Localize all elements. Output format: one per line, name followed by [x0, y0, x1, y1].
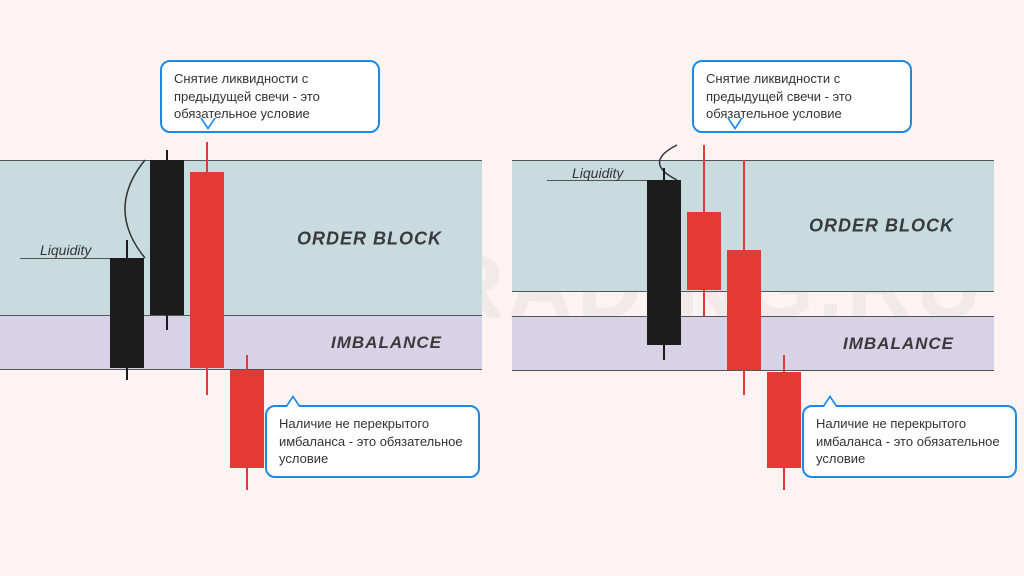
callout-bottom: Наличие не перекрытого имбаланса - это о…	[265, 405, 480, 478]
candle-body	[727, 250, 761, 370]
imbalance-label: IMBALANCE	[331, 333, 442, 353]
candle-body	[687, 212, 721, 290]
candle-0	[110, 0, 144, 576]
liquidity-label: Liquidity	[40, 242, 91, 258]
imbalance-label: IMBALANCE	[843, 334, 954, 354]
callout-top-tail-fill	[202, 118, 214, 127]
candle-body	[230, 370, 264, 468]
callout-bottom: Наличие не перекрытого имбаланса - это о…	[802, 405, 1017, 478]
order-block-label: ORDER BLOCK	[809, 216, 954, 237]
liquidity-line	[20, 258, 110, 259]
liquidity-label: Liquidity	[572, 165, 623, 181]
order-block-label: ORDER BLOCK	[297, 228, 442, 249]
candle-0	[647, 0, 681, 576]
diagram-panel-0: ORDER BLOCK IMBALANCE Liquidity Снятие ликв…	[0, 0, 512, 576]
candle-body	[647, 180, 681, 345]
callout-bottom-tail-fill	[824, 398, 836, 407]
candle-body	[767, 372, 801, 468]
callout-bottom-tail-fill	[287, 398, 299, 407]
candle-body	[150, 160, 184, 315]
callout-top-tail-fill	[729, 118, 741, 127]
callout-top: Снятие ликвидности с предыдущей свечи - …	[160, 60, 380, 133]
candle-body	[110, 258, 144, 368]
diagram-panel-1: ORDER BLOCK IMBALANCE Liquidity Снятие ликв…	[512, 0, 1024, 576]
candle-body	[190, 172, 224, 368]
callout-top: Снятие ликвидности с предыдущей свечи - …	[692, 60, 912, 133]
